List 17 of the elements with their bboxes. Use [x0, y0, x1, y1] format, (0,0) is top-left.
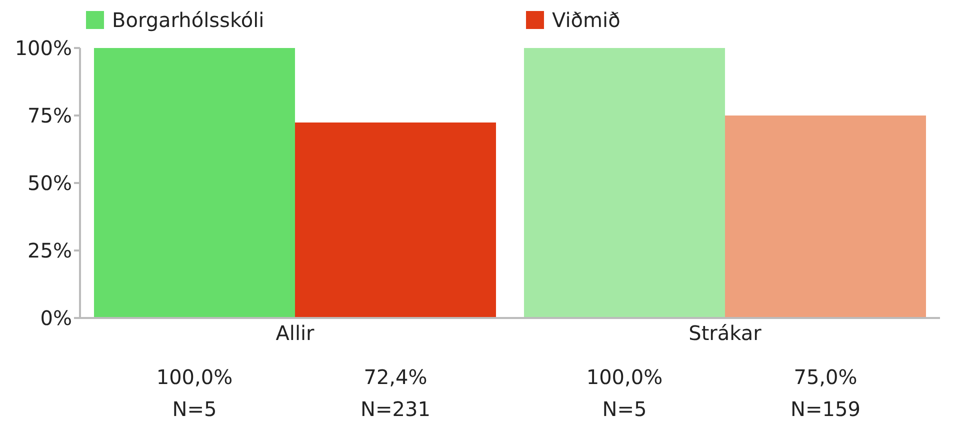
data-label: 100,0% N=5	[156, 365, 233, 421]
y-tick-label: 0%	[40, 306, 72, 330]
data-label: 100,0% N=5	[586, 365, 663, 421]
bar	[524, 48, 725, 318]
data-label: 72,4% N=231	[360, 365, 430, 421]
data-label: 75,0% N=159	[790, 365, 860, 421]
legend-label: Viðmið	[552, 8, 620, 32]
y-tick-label: 25%	[28, 238, 72, 263]
x-tick-label: Allir	[276, 321, 316, 346]
bar	[94, 48, 295, 318]
y-tick-label: 75%	[28, 104, 72, 128]
y-tick-label: 100%	[14, 36, 72, 60]
bar	[725, 116, 926, 318]
legend-label: Borgarhólsskóli	[112, 8, 264, 32]
bar	[295, 122, 496, 318]
y-tick-label: 50%	[28, 171, 72, 196]
x-tick-label: Strákar	[688, 321, 762, 346]
